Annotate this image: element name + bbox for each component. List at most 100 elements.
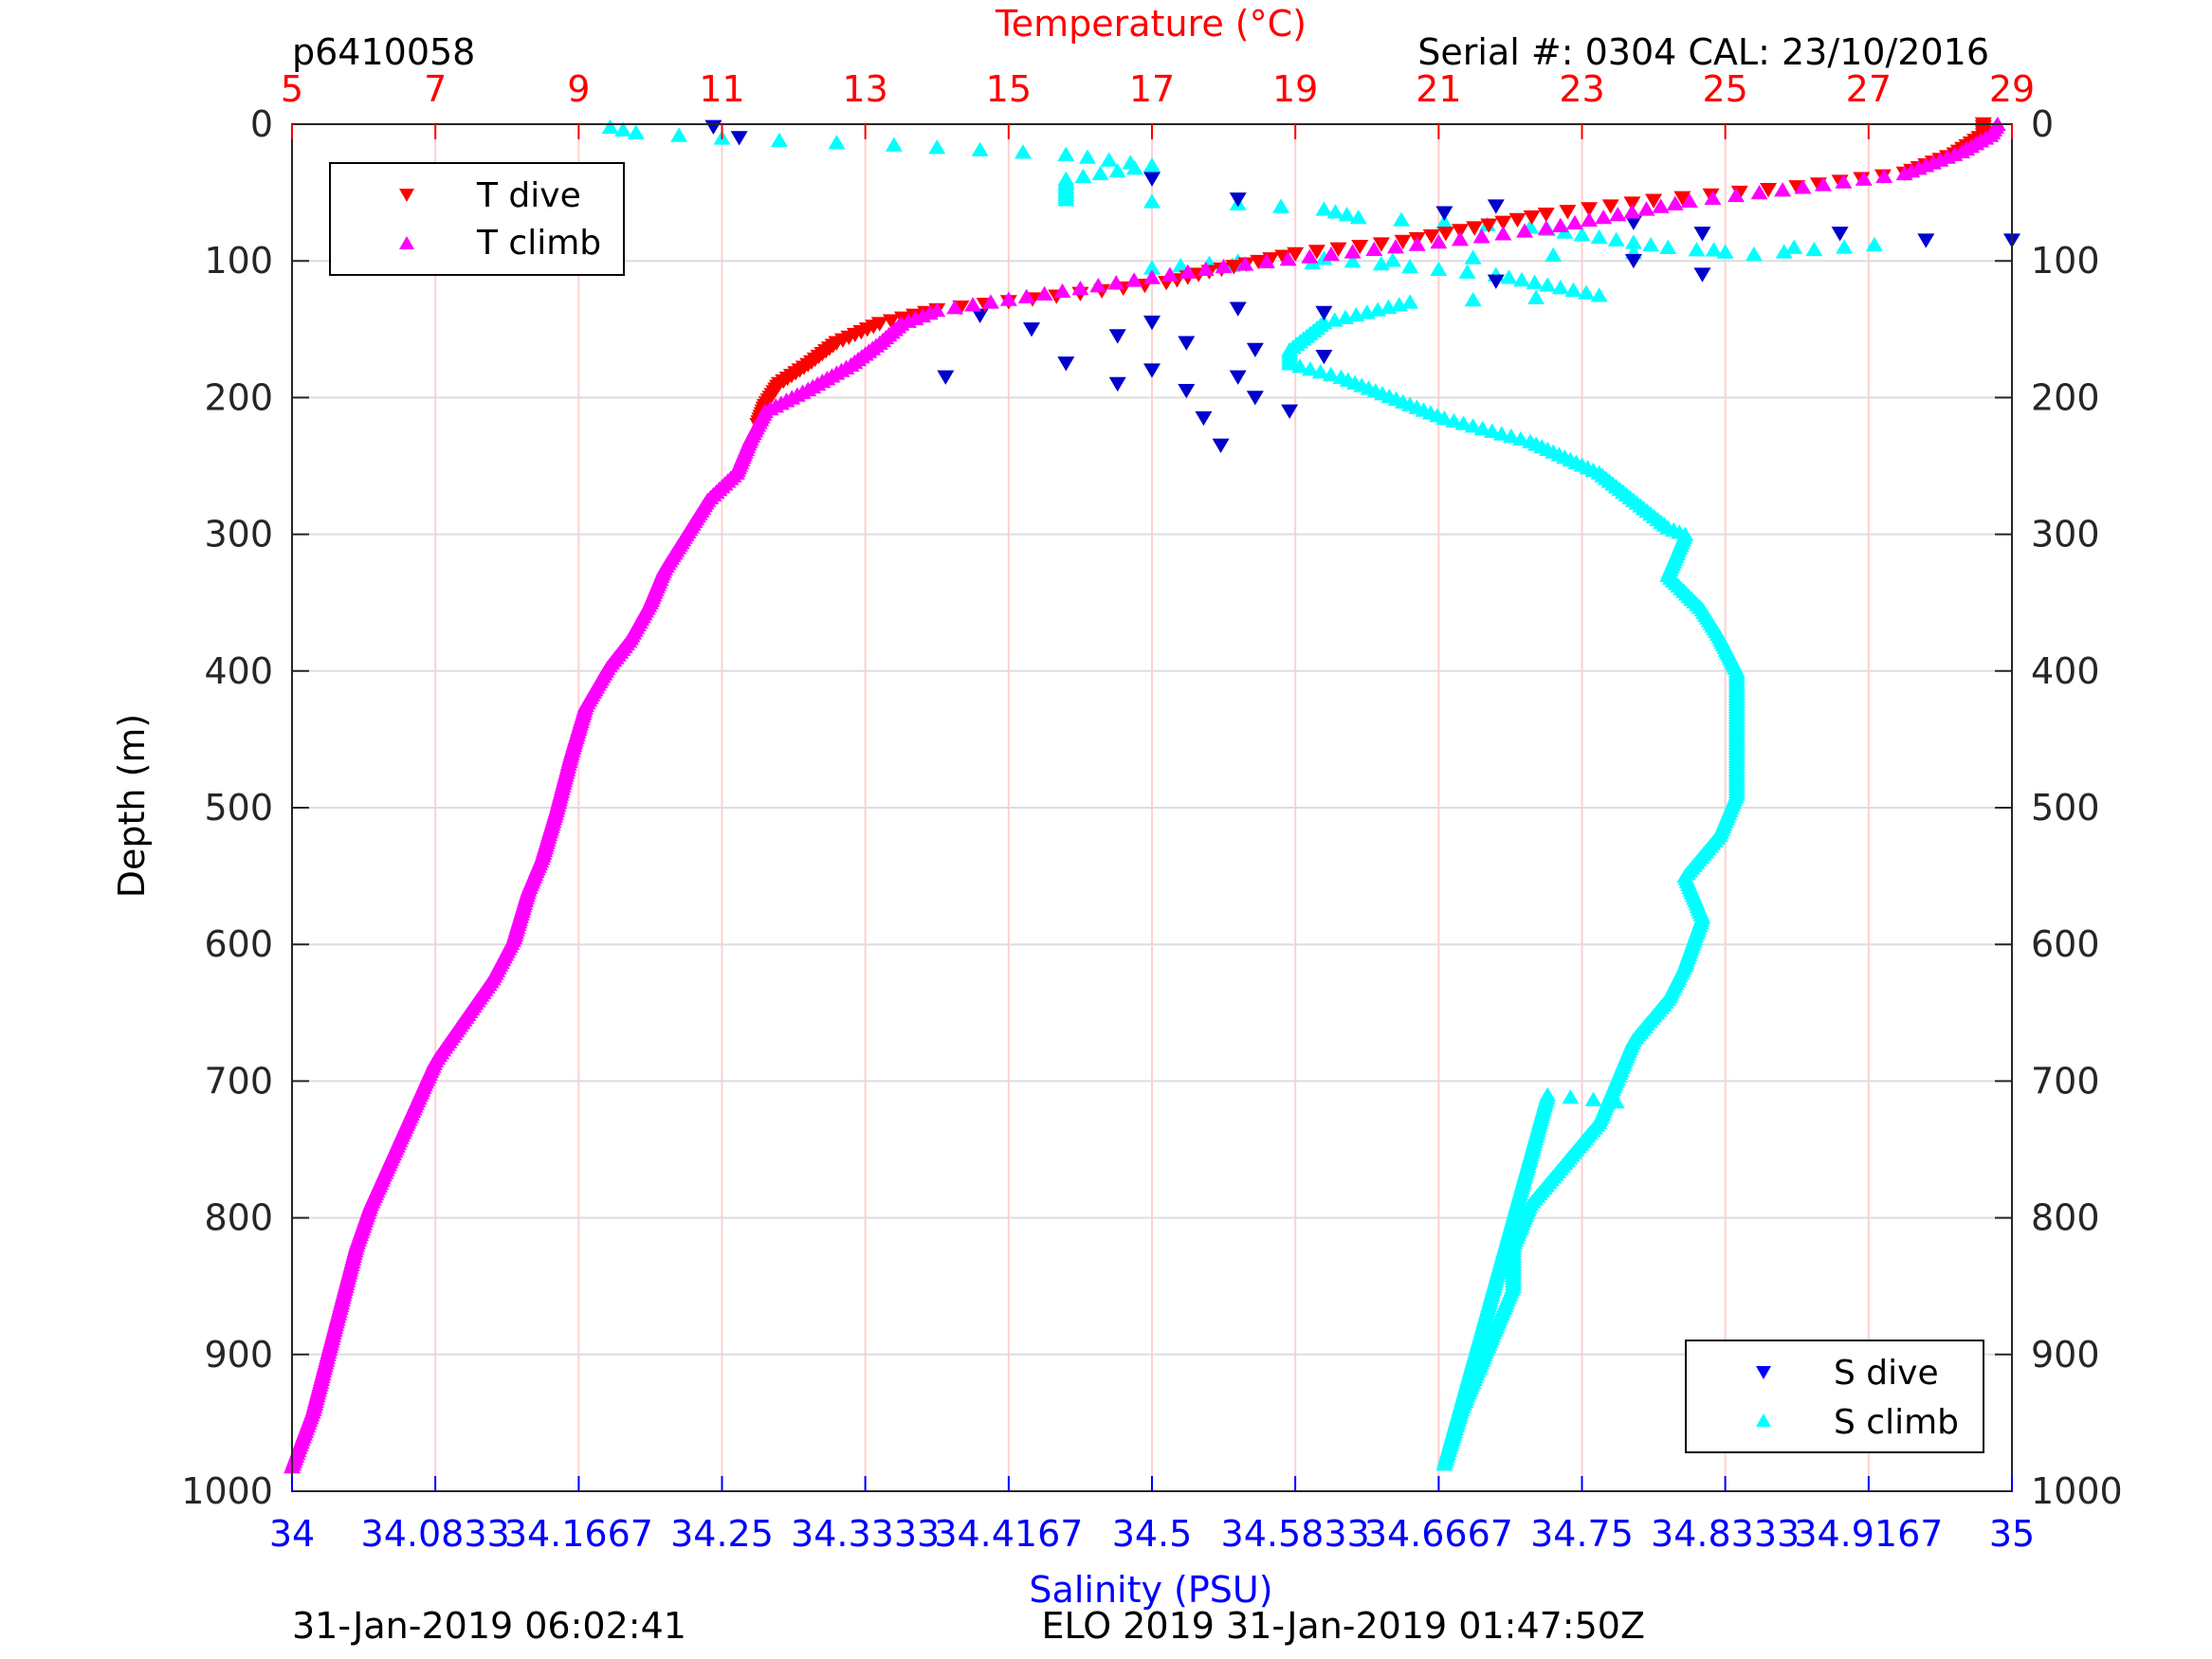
s-dive-point (1315, 349, 1333, 365)
s-climb-point (928, 139, 946, 155)
header-right-label: Serial #: 0304 CAL: 23/10/2016 (1417, 31, 1989, 73)
s-climb-point (1805, 241, 1823, 257)
s-climb-point (601, 118, 619, 135)
legend-t-dive-label: T dive (476, 176, 581, 215)
t-dive-point (1581, 202, 1599, 217)
s-climb-point (1383, 252, 1401, 267)
s-climb-point (1338, 207, 1356, 222)
t-dive-point (1329, 242, 1347, 257)
legend-t-climb-marker (399, 236, 414, 249)
depth-tick-label-right: 700 (2031, 1060, 2100, 1102)
salinity-tick-label: 34.3333 (791, 1513, 940, 1555)
legend-s-climb-label: S climb (1834, 1403, 1959, 1442)
t-climb-point (1623, 204, 1641, 219)
t-climb-point (1035, 285, 1053, 301)
salinity-tick-label: 34.5833 (1221, 1513, 1370, 1555)
depth-tick-label-right: 800 (2031, 1197, 2100, 1239)
s-climb-point (1590, 228, 1608, 245)
s-climb-point (1326, 204, 1344, 219)
t-dive-point (1307, 245, 1325, 260)
legend-t-climb-label: T climb (476, 224, 601, 263)
s-climb-point (1125, 160, 1143, 175)
t-climb-point (1666, 195, 1684, 210)
s-dive-point (1624, 254, 1642, 269)
temperature-tick-label: 29 (1989, 68, 2035, 110)
s-climb-point (1775, 244, 1793, 259)
t-climb-point (1875, 168, 1893, 183)
s-dive-point (1143, 315, 1161, 331)
t-climb-point (1794, 179, 1812, 194)
t-climb-point (1581, 211, 1599, 228)
s-climb-point (1607, 1093, 1625, 1109)
s-climb-point (1143, 157, 1161, 173)
temperature-tick-label: 13 (842, 68, 887, 110)
s-climb-point (1311, 363, 1329, 379)
t-dive-point (1351, 240, 1369, 255)
depth-tick-label-right: 900 (2031, 1334, 2100, 1376)
s-climb-point (1281, 356, 1299, 371)
t-dive-point (1436, 227, 1454, 242)
axes: 0 0 100 100 200 200 300 300 400 400 500 500 600 600 70… (181, 68, 2122, 1555)
t-climb-point (1750, 185, 1768, 200)
t-dive-point (1394, 234, 1412, 250)
s-dive-point (1108, 329, 1126, 344)
s-climb-point (614, 121, 632, 137)
s-dive-point (1917, 233, 1935, 248)
s-dive-point (1178, 336, 1196, 351)
s-climb-point (1325, 312, 1344, 327)
s-climb-point (1545, 246, 1563, 262)
temperature-tick-label: 7 (424, 68, 447, 110)
s-climb-point (1562, 1089, 1580, 1104)
s-climb-point (1349, 209, 1367, 225)
data-marks (283, 116, 2020, 1474)
temperature-tick-label: 19 (1272, 68, 1318, 110)
t-climb-point (1215, 258, 1233, 274)
t-dive-point (1760, 183, 1778, 198)
t-climb-point (1089, 278, 1107, 293)
s-dive-point (1057, 356, 1075, 372)
s-climb-point (1372, 255, 1390, 271)
s-dive-point (1435, 206, 1453, 221)
legend-temperature: T dive T climb (329, 162, 625, 276)
t-dive-point (1480, 218, 1498, 233)
s-climb-point (1435, 410, 1453, 426)
t-dive-point (1287, 246, 1305, 263)
s-climb-point (1458, 264, 1476, 279)
s-dive-point (937, 370, 955, 385)
s-climb-point (1454, 415, 1472, 430)
s-climb-point (1369, 301, 1387, 317)
s-climb-point (1390, 297, 1408, 312)
t-climb-point (946, 300, 964, 315)
s-climb-point (1500, 269, 1518, 284)
t-climb-point (1344, 244, 1362, 259)
s-dive-point (1195, 410, 1213, 427)
legend-t-dive-marker (399, 189, 414, 202)
s-climb-point (1564, 282, 1582, 298)
temperature-tick-label: 11 (699, 68, 744, 110)
s-climb-point (1464, 249, 1482, 264)
s-dive-point (1229, 370, 1247, 385)
s-climb-point (1143, 260, 1161, 275)
s-climb-point (1057, 191, 1075, 207)
s-dive-point (1143, 363, 1161, 378)
s-climb-point (1624, 234, 1642, 249)
t-climb-point (1236, 256, 1254, 271)
s-climb-point (1527, 289, 1545, 304)
s-climb-point (1539, 277, 1557, 292)
salinity-tick-label: 34.8333 (1651, 1513, 1800, 1555)
t-climb-point (1704, 190, 1722, 206)
legend-s-dive-label: S dive (1834, 1354, 1939, 1393)
t-dive-point (1250, 254, 1268, 270)
s-climb-point (1607, 231, 1625, 246)
s-climb-point (1473, 420, 1491, 436)
s-climb-point (971, 141, 989, 156)
s-climb-point (1590, 287, 1608, 302)
t-climb-point (1408, 236, 1426, 251)
salinity-tick-label: 34.0833 (361, 1513, 510, 1555)
legend-salinity-box (1685, 1340, 1984, 1453)
t-dive-point (1372, 237, 1390, 252)
s-climb-point (1573, 227, 1591, 242)
s-climb-point (1344, 253, 1362, 268)
depth-tick-label-left: 500 (204, 787, 273, 829)
